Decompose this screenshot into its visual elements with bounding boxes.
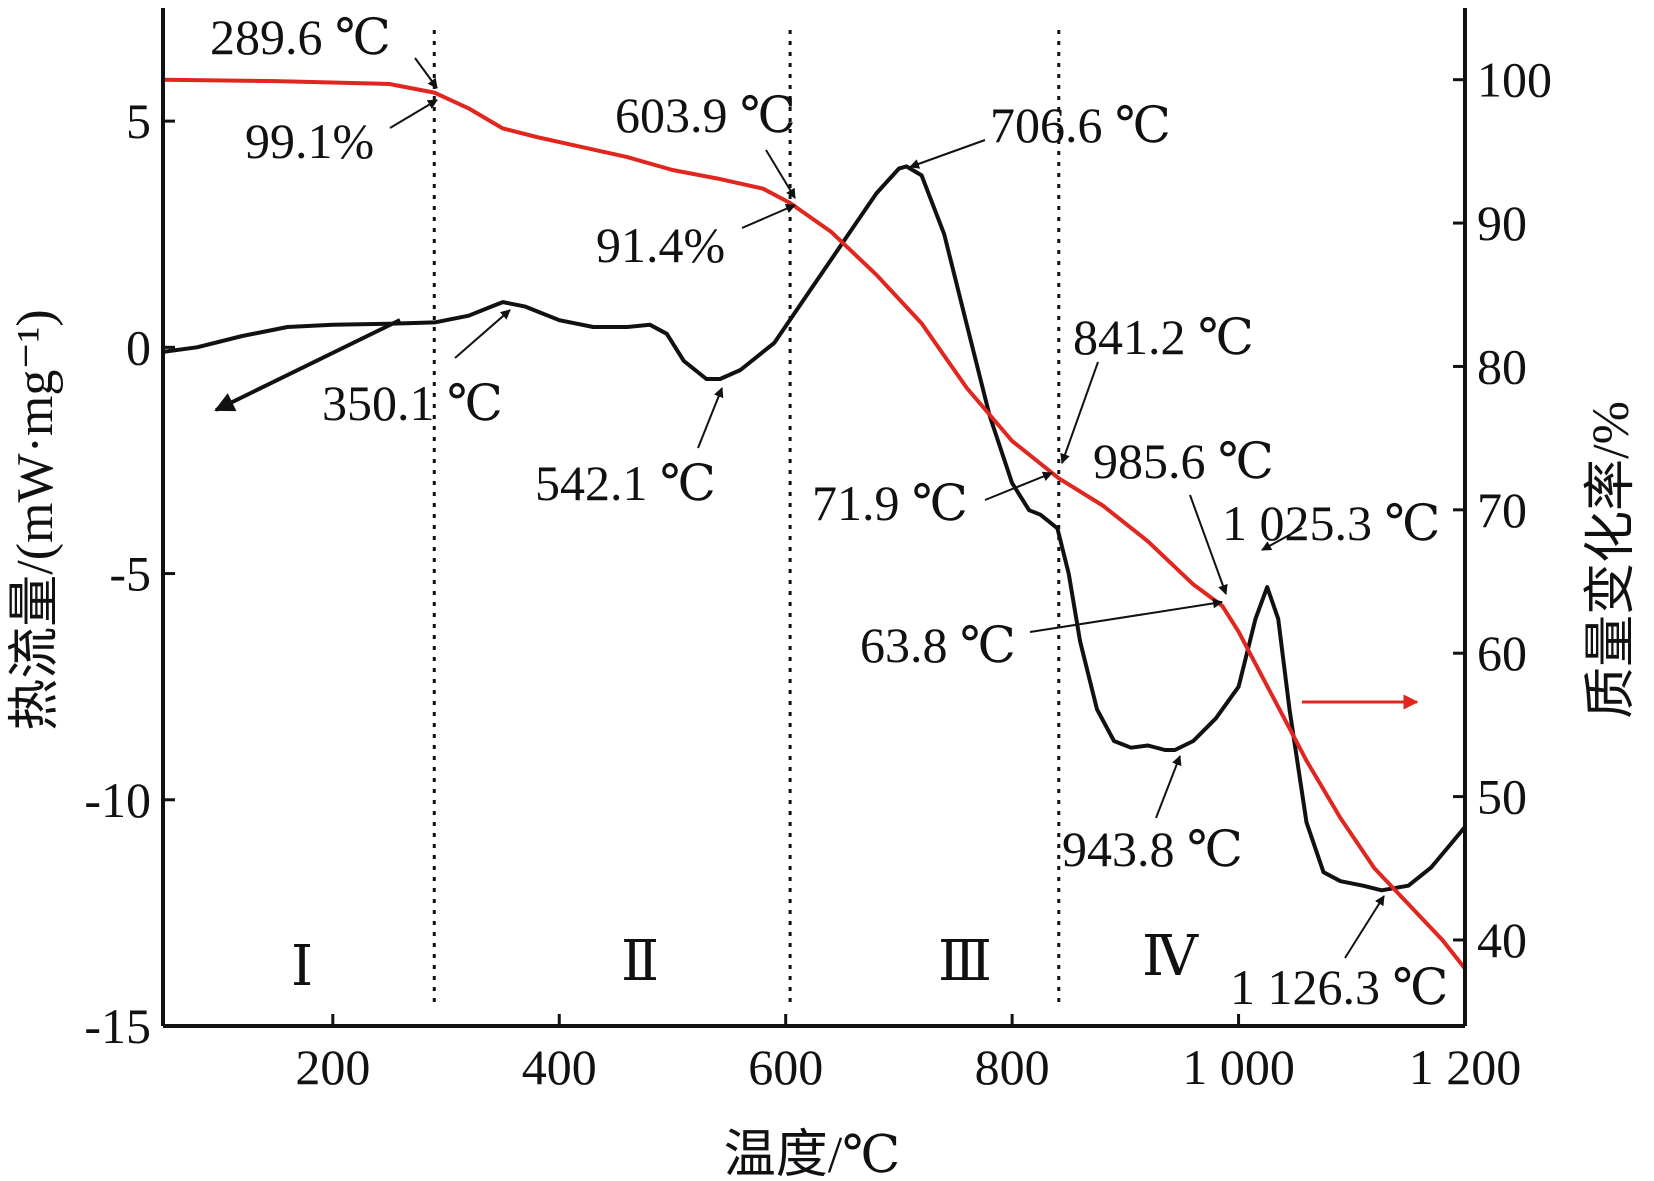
annotation-1025-3: 1 025.3 ℃ (1222, 495, 1440, 551)
dsc-heat-flow-curve (161, 164, 1467, 893)
annotation-841-2: 841.2 ℃ (1073, 309, 1254, 365)
annotation-603-9: 603.9 ℃ (615, 87, 796, 143)
x-tick-label: 200 (295, 1039, 370, 1095)
dsc-axis-arrow (214, 318, 401, 412)
annotation-99-1: 99.1% (245, 113, 374, 169)
stage-label-1: Ⅰ (291, 936, 313, 998)
annotation-985-6: 985.6 ℃ (1093, 433, 1274, 489)
annotation-arrow-99-1 (389, 99, 438, 129)
annotation-63-8: 63.8 ℃ (860, 617, 1016, 673)
tick-layer: 200 400 600 800 1 000 1 20050-5-10-1510090807… (84, 52, 1552, 1095)
annotation-71-9: 71.9 ℃ (812, 475, 968, 531)
axes-layer (161, 8, 1467, 1028)
series-layer (161, 77, 1467, 971)
annotation-arrow-91-4 (741, 203, 796, 229)
y-left-axis-title: 热流量/(mW·mg⁻¹) (7, 309, 64, 730)
annotation-350-1: 350.1 ℃ (322, 375, 503, 431)
annotation-arrow-706-6 (909, 139, 986, 169)
annotation-91-4: 91.4% (596, 217, 725, 273)
y-right-tick-label: 100 (1477, 52, 1552, 108)
x-tick-label: 600 (748, 1039, 823, 1095)
stage-label-2: Ⅱ (621, 931, 659, 993)
x-tick-label: 800 (975, 1039, 1050, 1095)
annotation-arrow-841-2 (1060, 361, 1099, 464)
annotation-arrow-71-9 (984, 471, 1053, 501)
annotation-layer: 289.6 ℃ 99.1% 350.1 ℃ 542.1 ℃ 603.9 ℃ 91… (210, 9, 1448, 1015)
y-right-tick-label: 70 (1477, 482, 1527, 538)
axis-title-layer: 温度/℃ 热流量/(mW·mg⁻¹) 质量变化率/% (7, 309, 1640, 1181)
y-left-tick-label: -10 (84, 772, 151, 828)
x-tick-label: 1 000 (1182, 1039, 1295, 1095)
x-tick-label: 1 200 (1409, 1039, 1522, 1095)
y-right-axis-title: 质量变化率/% (1583, 401, 1640, 719)
stage-divider-layer (432, 30, 1061, 1005)
y-right-tick-label: 40 (1477, 912, 1527, 968)
x-axis-title: 温度/℃ (724, 1127, 901, 1181)
tg-mass-curve (161, 77, 1467, 971)
annotation-arrow-985-6 (1189, 494, 1228, 595)
y-right-tick-label: 50 (1477, 769, 1527, 825)
y-left-tick-label: 5 (126, 93, 151, 149)
annotation-706-6: 706.6 ℃ (990, 97, 1171, 153)
annotation-943-8: 943.8 ℃ (1062, 821, 1243, 877)
annotation-arrow-1126-3 (1344, 895, 1385, 959)
y-right-tick-label: 80 (1477, 338, 1527, 394)
annotation-arrow-1025-3 (1261, 527, 1303, 551)
y-left-tick-label: -15 (84, 998, 151, 1054)
y-left-tick-label: -5 (109, 546, 151, 602)
annotation-arrow-603-9 (765, 149, 796, 199)
stage-label-3: Ⅲ (938, 931, 992, 993)
annotation-arrow-542-1 (697, 387, 724, 449)
y-right-tick-label: 60 (1477, 625, 1527, 681)
stage-label-4: Ⅳ (1142, 926, 1199, 988)
annotation-289-6: 289.6 ℃ (210, 9, 391, 65)
annotation-arrow-289-6 (414, 57, 438, 89)
annotation-542-1: 542.1 ℃ (535, 455, 716, 511)
annotation-arrow-63-8 (1029, 598, 1223, 633)
x-tick-label: 400 (522, 1039, 597, 1095)
annotation-1126-3: 1 126.3 ℃ (1230, 959, 1448, 1015)
y-right-tick-label: 90 (1477, 195, 1527, 251)
annotation-arrow-350-1 (454, 309, 511, 359)
y-left-tick-label: 0 (126, 319, 151, 375)
annotation-arrow-943-8 (1155, 755, 1182, 819)
stage-label-layer: Ⅰ Ⅱ Ⅲ Ⅳ (291, 926, 1199, 998)
